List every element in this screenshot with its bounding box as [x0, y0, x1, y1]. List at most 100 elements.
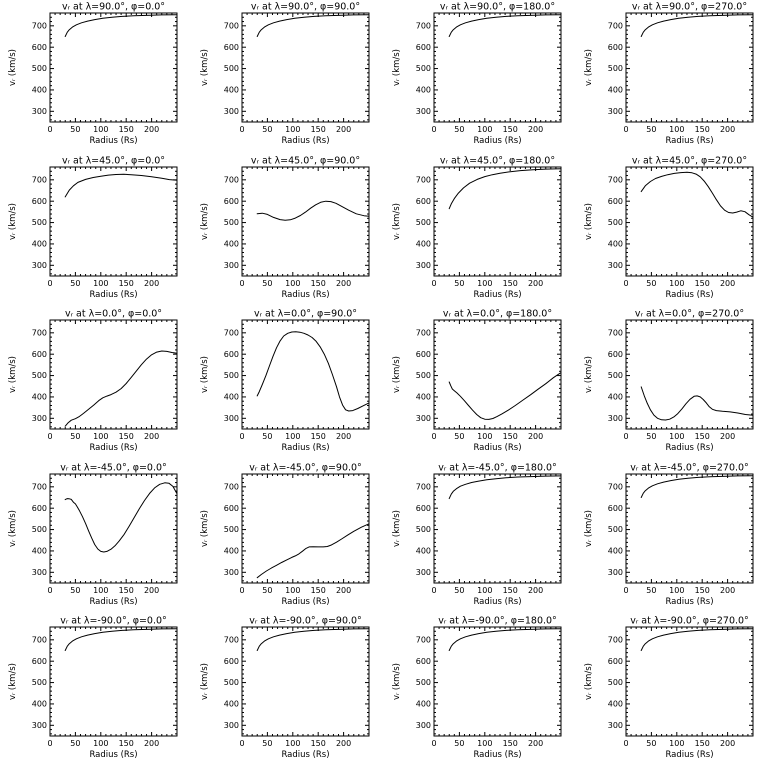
x-tick-label: 50: [70, 432, 80, 441]
x-axis-label: Radius (Rs): [281, 597, 329, 607]
subplot-12: vᵣ at λ=-45.0°, φ=0.0° 0 50 100 150 200 300 400…: [0, 461, 192, 615]
y-tick-label: 700: [608, 636, 623, 645]
y-tick-label: 500: [416, 525, 431, 534]
x-tick-label: 200: [336, 279, 351, 288]
data-curve: [64, 14, 178, 37]
data-curve: [640, 14, 754, 37]
x-tick-label: 50: [262, 586, 272, 595]
x-tick-label: 150: [311, 279, 326, 288]
plot-canvas: vᵣ at λ=0.0°, φ=270.0° 0 50 100 150 200 300 400…: [584, 309, 754, 453]
plot-canvas: vᵣ at λ=90.0°, φ=270.0° 0 50 100 150 200 300 40…: [584, 1, 754, 146]
y-tick-label: 500: [416, 218, 431, 227]
subplot-2: vᵣ at λ=90.0°, φ=180.0° 0 50 100 150 200 300 40…: [384, 0, 576, 154]
y-tick-label: 500: [416, 679, 431, 688]
plot-frame: [241, 473, 370, 584]
plot-title: vᵣ at λ=0.0°, φ=90.0°: [254, 309, 357, 320]
x-tick-label: 100: [285, 586, 300, 595]
x-tick-label: 200: [528, 125, 543, 134]
y-tick-label: 400: [416, 393, 431, 402]
y-tick-label: 300: [416, 568, 431, 577]
plot-canvas: vᵣ at λ=-45.0°, φ=0.0° 0 50 100 150 200 300 400…: [8, 462, 178, 607]
data-curve: [640, 171, 754, 218]
y-tick-label: 600: [416, 504, 431, 513]
x-tick-label: 0: [431, 739, 436, 748]
plot-canvas: vᵣ at λ=-45.0°, φ=270.0° 0 50 100 150 200 300 4…: [584, 462, 754, 607]
x-tick-label: 50: [70, 586, 80, 595]
y-tick-label: 300: [224, 568, 239, 577]
plot-frame: [241, 12, 370, 123]
y-tick-label: 500: [32, 679, 47, 688]
y-tick-label: 500: [608, 64, 623, 73]
y-tick-label: 300: [32, 414, 47, 423]
x-tick-label: 150: [695, 586, 710, 595]
plot-canvas: vᵣ at λ=45.0°, φ=0.0° 0 50 100 150 200 300 400 5…: [8, 155, 178, 300]
x-tick-label: 0: [431, 125, 436, 134]
y-axis-label: vᵣ (km/s): [392, 356, 402, 393]
x-tick-label: 0: [623, 586, 628, 595]
y-tick-label: 300: [224, 107, 239, 116]
y-tick-label: 400: [224, 700, 239, 709]
plot-title: vᵣ at λ=0.0°, φ=0.0°: [65, 309, 162, 320]
x-tick-label: 200: [144, 432, 159, 441]
y-tick-label: 400: [416, 239, 431, 248]
y-tick-label: 500: [32, 64, 47, 73]
x-axis-label: Radius (Rs): [89, 597, 137, 607]
y-tick-label: 500: [32, 218, 47, 227]
y-tick-label: 300: [608, 568, 623, 577]
y-tick-label: 400: [416, 700, 431, 709]
x-tick-label: 0: [431, 279, 436, 288]
y-tick-label: 500: [224, 218, 239, 227]
x-tick-label: 100: [477, 739, 492, 748]
plot-canvas: vᵣ at λ=45.0°, φ=180.0° 0 50 100 150 200 300 40…: [392, 155, 562, 300]
plot-canvas: vᵣ at λ=45.0°, φ=270.0° 0 50 100 150 200 300 40…: [584, 155, 754, 300]
x-axis-label: Radius (Rs): [473, 136, 521, 146]
plot-canvas: vᵣ at λ=90.0°, φ=0.0° 0 50 100 150 200 300 400 5…: [8, 1, 178, 146]
x-tick-label: 200: [720, 739, 735, 748]
y-tick-label: 700: [608, 482, 623, 491]
x-tick-label: 200: [336, 432, 351, 441]
y-axis-label: vᵣ (km/s): [8, 203, 18, 240]
y-axis-label: vᵣ (km/s): [392, 49, 402, 86]
y-tick-label: 400: [608, 86, 623, 95]
y-tick-label: 700: [608, 175, 623, 184]
x-tick-label: 0: [239, 586, 244, 595]
subplot-16: vᵣ at λ=-90.0°, φ=0.0° 0 50 100 150 200 300 400…: [0, 614, 192, 768]
x-tick-label: 150: [311, 586, 326, 595]
y-tick-label: 700: [32, 482, 47, 491]
y-tick-label: 700: [32, 175, 47, 184]
y-tick-label: 700: [224, 636, 239, 645]
plot-title: vᵣ at λ=45.0°, φ=270.0°: [632, 155, 747, 166]
y-tick-label: 400: [608, 700, 623, 709]
data-curve: [640, 474, 754, 498]
x-tick-label: 200: [144, 586, 159, 595]
x-tick-label: 100: [477, 125, 492, 134]
x-tick-label: 200: [528, 739, 543, 748]
x-tick-label: 150: [503, 586, 518, 595]
x-tick-label: 200: [720, 279, 735, 288]
x-axis-label: Radius (Rs): [89, 443, 137, 453]
y-tick-label: 300: [608, 107, 623, 116]
x-tick-label: 50: [262, 432, 272, 441]
y-axis-label: vᵣ (km/s): [584, 510, 594, 547]
plot-canvas: vᵣ at λ=0.0°, φ=90.0° 0 50 100 150 200 300 400 5…: [200, 309, 370, 453]
plot-frame: [433, 319, 562, 430]
y-tick-label: 300: [608, 261, 623, 270]
data-curve: [256, 331, 370, 412]
y-tick-label: 500: [224, 679, 239, 688]
x-tick-label: 100: [477, 586, 492, 595]
data-curve: [640, 628, 754, 652]
plot-canvas: vᵣ at λ=45.0°, φ=90.0° 0 50 100 150 200 300 400…: [200, 155, 370, 300]
plot-frame: [241, 166, 370, 277]
x-tick-label: 100: [477, 432, 492, 441]
x-tick-label: 0: [431, 432, 436, 441]
x-tick-label: 200: [720, 586, 735, 595]
y-tick-label: 400: [32, 546, 47, 555]
x-tick-label: 150: [695, 432, 710, 441]
plot-title: vᵣ at λ=-45.0°, φ=180.0°: [438, 462, 557, 473]
y-tick-label: 600: [608, 504, 623, 513]
subplot-4: vᵣ at λ=45.0°, φ=0.0° 0 50 100 150 200 300 400 5…: [0, 154, 192, 308]
y-tick-label: 600: [32, 350, 47, 359]
x-axis-label: Radius (Rs): [665, 136, 713, 146]
subplot-18: vᵣ at λ=-90.0°, φ=180.0° 0 50 100 150 200 300 4…: [384, 614, 576, 768]
